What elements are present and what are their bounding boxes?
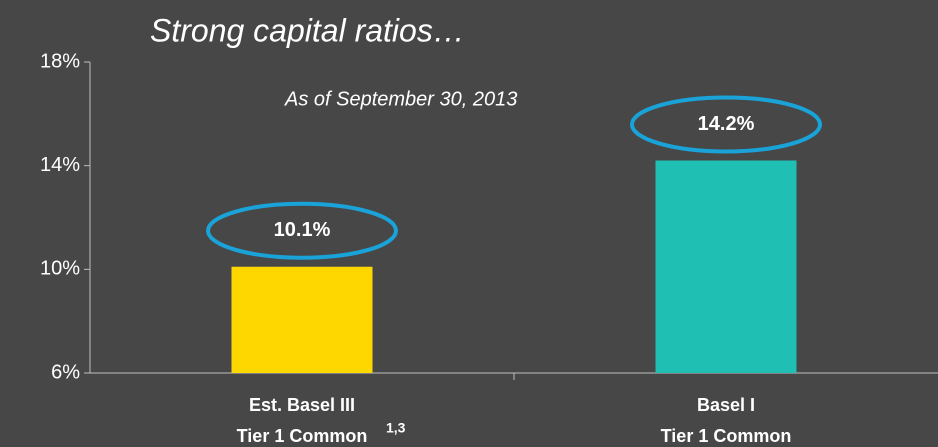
highlight-ellipse (206, 201, 398, 260)
chart-title: Strong capital ratios… (150, 12, 465, 48)
x-tick-label: Tier 1 Common (237, 426, 368, 446)
x-tick-label: Basel I (697, 395, 755, 415)
y-tick-label: 14% (40, 154, 80, 176)
bar (231, 266, 373, 373)
x-tick-label: Est. Basel III (249, 395, 355, 415)
value-label: 10.1% (274, 219, 331, 241)
y-tick-label: 18% (40, 50, 80, 72)
highlight-ellipse (630, 95, 822, 154)
x-tick-label: Tier 1 Common (661, 426, 792, 446)
value-label: 14.2% (698, 113, 755, 135)
y-tick-label: 10% (40, 258, 80, 280)
chart-subtitle: As of September 30, 2013 (284, 88, 517, 110)
footnote-mark: 1,3 (386, 420, 406, 436)
bar (655, 160, 797, 373)
y-tick-label: 6% (51, 361, 80, 383)
